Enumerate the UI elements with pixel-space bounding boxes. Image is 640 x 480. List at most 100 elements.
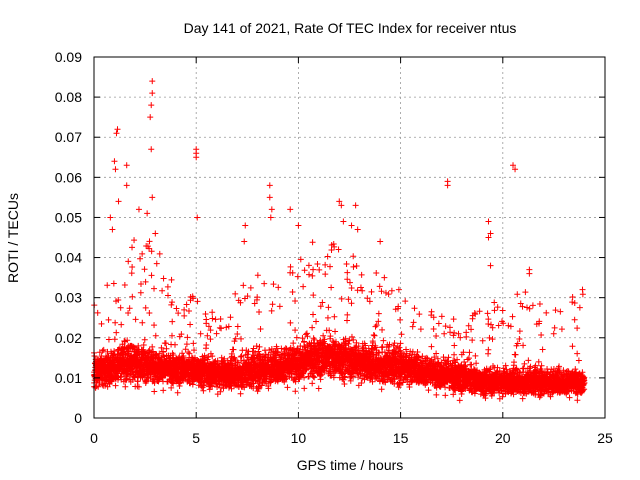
data-point <box>430 325 437 332</box>
data-point <box>372 323 379 330</box>
data-point <box>141 266 148 273</box>
data-point <box>174 389 181 396</box>
data-point <box>281 352 288 359</box>
data-point <box>456 397 463 404</box>
data-point <box>313 318 320 325</box>
data-point <box>473 360 480 367</box>
data-point <box>118 321 125 328</box>
data-point <box>251 358 258 365</box>
data-point <box>382 289 389 296</box>
data-point <box>244 293 251 300</box>
data-point <box>164 283 171 290</box>
data-point <box>163 345 170 352</box>
data-point <box>112 319 119 326</box>
data-point <box>309 380 316 387</box>
data-point <box>168 276 175 283</box>
data-point <box>410 319 417 326</box>
data-point <box>310 311 317 318</box>
data-point <box>485 346 492 353</box>
data-point <box>105 336 112 343</box>
data-point <box>274 348 281 355</box>
data-point <box>289 269 296 276</box>
data-point <box>184 334 191 341</box>
data-point <box>156 350 163 357</box>
data-point <box>484 310 491 317</box>
data-point <box>288 370 295 377</box>
data-point <box>322 271 329 278</box>
data-point <box>104 282 111 289</box>
data-point <box>324 253 331 260</box>
data-point <box>185 308 192 315</box>
data-point <box>191 347 198 354</box>
data-point <box>202 310 209 317</box>
data-point <box>494 304 501 311</box>
data-point <box>142 278 149 285</box>
data-point <box>254 272 261 279</box>
data-point <box>305 262 312 269</box>
data-point <box>203 341 210 348</box>
data-point <box>183 341 190 348</box>
data-point <box>168 332 175 339</box>
data-point <box>250 345 257 352</box>
data-point <box>344 276 351 283</box>
data-point <box>345 296 352 303</box>
data-point <box>301 374 308 381</box>
data-point <box>130 343 137 350</box>
data-point <box>353 262 360 269</box>
data-point <box>207 327 214 334</box>
data-point <box>338 295 345 302</box>
data-point <box>292 378 299 385</box>
data-point <box>417 326 424 333</box>
data-point <box>160 348 167 355</box>
data-point <box>325 304 332 311</box>
data-point <box>433 391 440 398</box>
data-point <box>290 340 297 347</box>
data-point <box>375 310 382 317</box>
data-point <box>451 351 458 358</box>
data-point <box>441 330 448 337</box>
data-point <box>160 275 167 282</box>
data-point <box>281 378 288 385</box>
data-point <box>186 350 193 357</box>
data-point <box>105 316 112 323</box>
data-point <box>447 329 454 336</box>
data-point <box>170 380 177 387</box>
data-point <box>268 307 275 314</box>
data-point <box>146 238 153 245</box>
data-point <box>232 335 239 342</box>
data-point <box>350 253 357 260</box>
data-point <box>129 263 136 270</box>
data-point <box>249 348 256 355</box>
data-point <box>240 282 247 289</box>
data-point <box>309 324 316 331</box>
data-point <box>140 341 147 348</box>
data-point <box>169 299 176 306</box>
data-point <box>237 390 244 397</box>
data-point <box>343 260 350 267</box>
data-point <box>302 366 309 373</box>
data-point <box>243 376 250 383</box>
data-point <box>217 316 224 323</box>
data-point <box>111 348 118 355</box>
data-point <box>207 336 214 343</box>
data-point <box>204 332 211 339</box>
data-point <box>238 353 245 360</box>
data-point <box>221 355 228 362</box>
data-point <box>137 281 144 288</box>
data-point <box>139 250 146 257</box>
data-point <box>181 312 188 319</box>
data-point <box>213 330 220 337</box>
data-point <box>179 350 186 357</box>
data-point <box>409 323 416 330</box>
data-point <box>294 273 301 280</box>
data-point <box>261 280 268 287</box>
data-point <box>148 272 155 279</box>
data-point <box>146 309 153 316</box>
data-point <box>234 330 241 337</box>
data-point <box>380 337 387 344</box>
data-point <box>189 381 196 388</box>
data-point <box>257 325 264 332</box>
data-point <box>177 379 184 386</box>
data-point <box>125 310 132 317</box>
data-point <box>368 288 375 295</box>
